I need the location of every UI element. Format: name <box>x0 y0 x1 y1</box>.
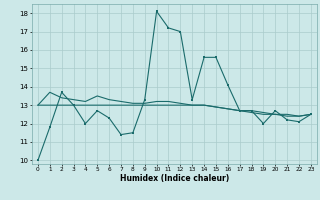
X-axis label: Humidex (Indice chaleur): Humidex (Indice chaleur) <box>120 174 229 183</box>
